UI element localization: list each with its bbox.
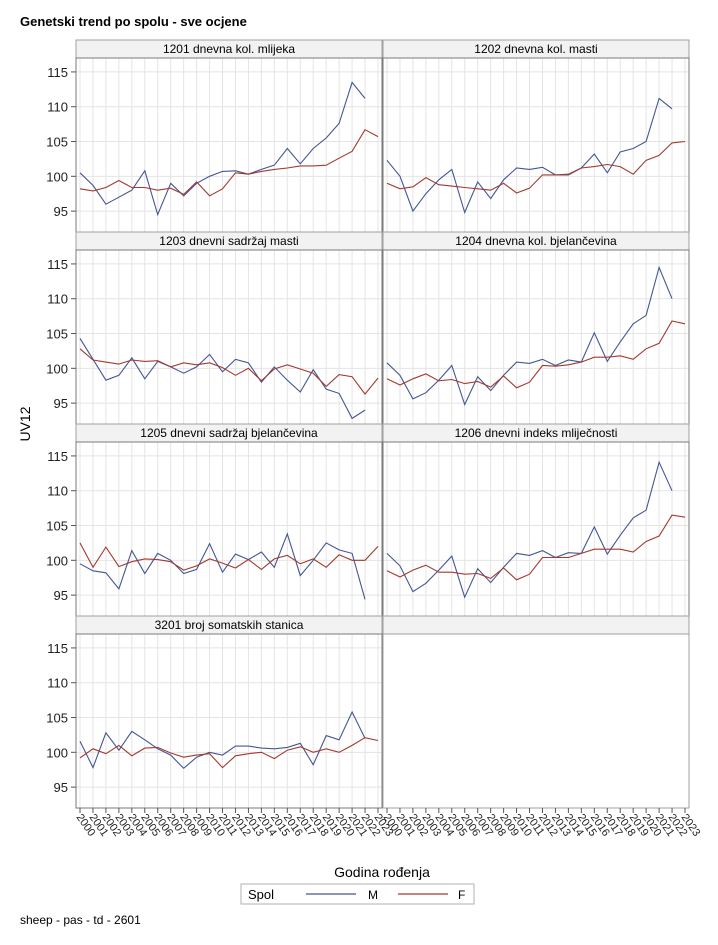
y-tick-label: 95 (54, 396, 68, 411)
y-tick-label: 115 (47, 257, 68, 272)
panel-title: 1201 dnevna kol. mlijeka (163, 42, 295, 56)
panel-title: 1206 dnevni indeks mliječnosti (455, 426, 618, 440)
panel-strip (382, 615, 690, 635)
panel-frame (75, 633, 383, 809)
panel-frame (75, 57, 383, 233)
panel-title: 1202 dnevna kol. masti (474, 42, 597, 56)
y-tick-label: 115 (47, 65, 68, 80)
series-line-m (79, 710, 366, 770)
panel-title: 1204 dnevna kol. bjelančevina (455, 234, 617, 248)
empty-panel-cell (382, 633, 690, 809)
y-tick-label: 110 (47, 100, 68, 115)
y-tick-label: 95 (54, 588, 68, 603)
y-tick-label: 105 (46, 711, 68, 726)
panel-frame (75, 441, 383, 617)
y-tick-label: 110 (47, 676, 68, 691)
y-tick-label: 110 (47, 292, 68, 307)
y-tick-label: 115 (47, 641, 68, 656)
series-line-f (386, 320, 686, 389)
legend-label-f: F (458, 888, 465, 902)
panel-title: 3201 broj somatskih stanica (155, 618, 304, 632)
y-tick-label: 95 (54, 780, 68, 795)
series-line-f (386, 140, 686, 194)
legend-box (240, 883, 475, 905)
footnote: sheep - pas - td - 2601 (20, 913, 141, 927)
panel-frame (75, 249, 383, 425)
y-tick-label: 100 (46, 553, 68, 568)
y-tick-label: 100 (46, 361, 68, 376)
series-line-f (79, 542, 379, 571)
y-tick-label: 105 (46, 327, 68, 342)
y-tick-label: 110 (47, 484, 68, 499)
series-line-m (79, 338, 366, 420)
series-line-f (79, 348, 379, 395)
page-title: Genetski trend po spolu - sve ocjene (20, 14, 247, 29)
series-line-m (386, 265, 673, 406)
y-axis-label: UV12 (17, 406, 33, 441)
series-line-f (386, 514, 686, 581)
series-line-m (386, 97, 673, 215)
series-line-f (79, 737, 379, 769)
panel-frame (382, 57, 690, 233)
legend-label-m: M (368, 888, 378, 902)
y-tick-label: 100 (46, 169, 68, 184)
series-line-m (79, 81, 366, 217)
series-line-m (386, 460, 673, 599)
panel-frame (382, 441, 690, 617)
x-axis-label: Godina rođenja (334, 864, 430, 880)
legend-title: Spol (248, 887, 274, 902)
y-tick-label: 105 (46, 135, 68, 150)
panel-frame (382, 249, 690, 425)
y-tick-label: 105 (46, 519, 68, 534)
panel-title: 1203 dnevni sadržaj masti (159, 234, 298, 248)
series-line-f (79, 128, 379, 197)
y-tick-label: 95 (54, 204, 68, 219)
panel-title: 1205 dnevni sadržaj bjelančevina (140, 426, 318, 440)
y-tick-label: 100 (46, 745, 68, 760)
y-tick-label: 115 (47, 449, 68, 464)
